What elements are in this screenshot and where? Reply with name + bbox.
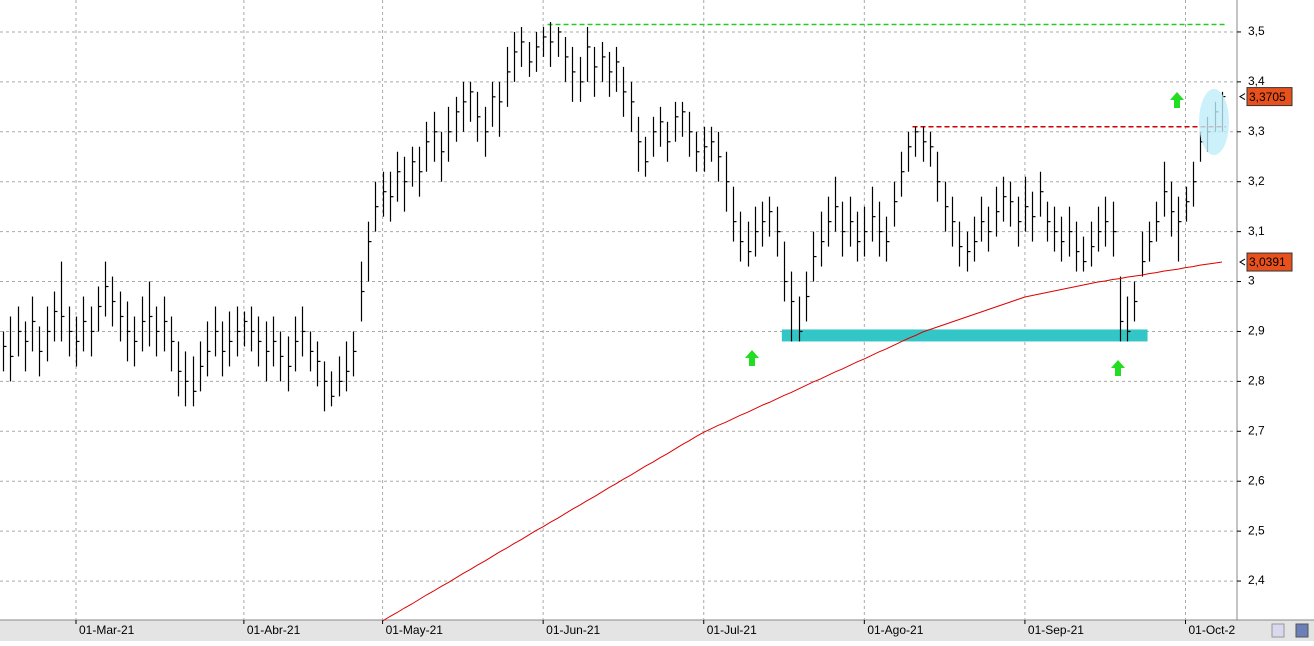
up-arrow	[1170, 92, 1184, 108]
x-axis-strip	[0, 620, 1314, 641]
price-pointer	[1239, 258, 1246, 266]
x-tick-label: 01-Sep-21	[1028, 623, 1084, 637]
y-tick-label: 2,4	[1248, 573, 1265, 587]
x-tick-label: 01-Jun-21	[546, 623, 600, 637]
price-tag-label: 3,3705	[1249, 90, 1286, 104]
up-arrow	[745, 350, 759, 366]
arrows	[745, 92, 1184, 376]
grid: 2,4 2,5 2,6 2,7 2,8 2,9 3 3,1 3,2 3,3 3,4 3,5 01-Mar…	[0, 0, 1265, 637]
price-tag	[1246, 87, 1293, 107]
y-tick-label: 2,9	[1248, 324, 1265, 338]
y-tick-label: 3,5	[1248, 24, 1265, 38]
bars	[2, 21, 1226, 412]
price-tag-label: 3,0391	[1249, 255, 1286, 269]
up-arrow	[1111, 360, 1125, 376]
y-tick-label: 3,3	[1248, 124, 1265, 138]
y-tick-label: 3,4	[1248, 74, 1265, 88]
x-tick-label: 01-Oct-2	[1189, 623, 1236, 637]
tool-icon[interactable]	[1271, 623, 1285, 638]
y-tick-label: 2,5	[1248, 523, 1265, 537]
highlight-ellipse	[1199, 89, 1229, 155]
y-tick-label: 3,1	[1248, 224, 1265, 238]
save-icon[interactable]	[1295, 623, 1309, 638]
support-zone	[781, 329, 1148, 342]
x-tick-label: 01-Mar-21	[79, 623, 135, 637]
moving-average	[382, 261, 1223, 622]
x-tick-label: 01-Abr-21	[247, 623, 301, 637]
y-tick-label: 2,8	[1248, 374, 1265, 388]
y-tick-label: 2,6	[1248, 473, 1265, 487]
x-tick-label: 01-Jul-21	[707, 623, 757, 637]
price-tag	[1246, 252, 1293, 272]
y-tick-label: 3	[1248, 274, 1255, 288]
annotations	[547, 23, 1226, 342]
price-pointer	[1239, 93, 1246, 101]
y-tick-label: 3,2	[1248, 174, 1265, 188]
x-tick-label: 01-May-21	[386, 623, 444, 637]
overlay: 3,3705 3,0391	[382, 87, 1293, 622]
y-tick-label: 2,7	[1248, 423, 1265, 437]
x-tick-label: 01-Ago-21	[867, 623, 923, 637]
